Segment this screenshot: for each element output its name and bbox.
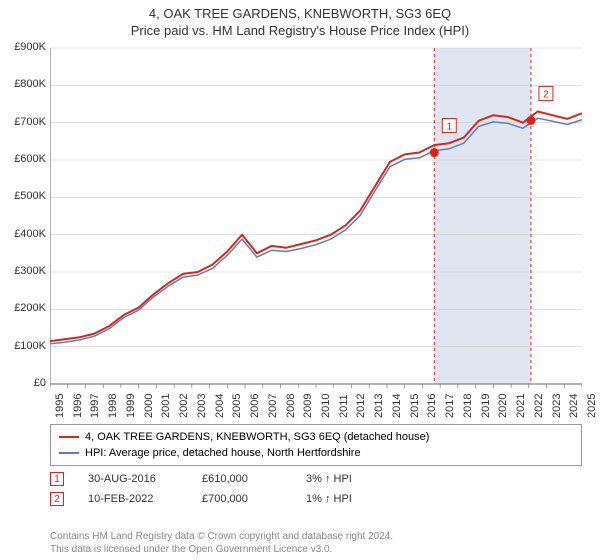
y-axis-label: £200K: [8, 302, 46, 314]
x-axis-label: 1999: [125, 394, 137, 418]
x-axis-label: 2004: [214, 394, 226, 418]
y-axis-label: £600K: [8, 153, 46, 165]
x-axis-label: 2019: [480, 394, 492, 418]
y-axis-label: £0: [8, 377, 46, 389]
x-axis-label: 2012: [355, 394, 367, 418]
x-axis-label: 1995: [54, 394, 66, 418]
x-axis-label: 2003: [196, 394, 208, 418]
sale-date-2: 10-FEB-2022: [88, 493, 178, 505]
x-axis-label: 2023: [551, 394, 563, 418]
x-axis-label: 2001: [160, 394, 172, 418]
sale-price-2: £700,000: [202, 493, 282, 505]
x-axis-label: 2009: [302, 394, 314, 418]
legend-row-1: 4, OAK TREE GARDENS, KNEBWORTH, SG3 6EQ …: [59, 429, 573, 445]
x-axis-label: 2025: [586, 394, 598, 418]
x-axis-label: 2020: [497, 394, 509, 418]
x-axis-label: 2018: [462, 394, 474, 418]
y-axis-label: £800K: [8, 78, 46, 90]
x-axis-label: 2011: [338, 394, 350, 418]
svg-text:1: 1: [447, 122, 453, 133]
sale-delta-1: 3% ↑ HPI: [306, 473, 352, 485]
sale-row-1: 1 30-AUG-2016 £610,000 3% ↑ HPI: [50, 472, 582, 486]
legend-row-2: HPI: Average price, detached house, Nort…: [59, 445, 573, 461]
y-axis-label: £500K: [8, 190, 46, 202]
sale-price-1: £610,000: [202, 473, 282, 485]
x-axis-label: 2008: [285, 394, 297, 418]
credits-line1: Contains HM Land Registry data © Crown c…: [50, 530, 393, 543]
chart-title-line1: 4, OAK TREE GARDENS, KNEBWORTH, SG3 6EQ: [0, 0, 600, 21]
legend-label-2: HPI: Average price, detached house, Nort…: [85, 445, 361, 461]
x-axis-label: 2022: [533, 394, 545, 418]
svg-text:2: 2: [543, 89, 549, 100]
x-axis-label: 2010: [320, 394, 332, 418]
x-axis-label: 2007: [267, 394, 279, 418]
y-axis-label: £300K: [8, 265, 46, 277]
x-axis-label: 1997: [89, 394, 101, 418]
credits: Contains HM Land Registry data © Crown c…: [50, 530, 393, 556]
chart-area: 12: [50, 44, 582, 414]
y-axis-label: £100K: [8, 340, 46, 352]
x-axis-label: 2013: [373, 394, 385, 418]
x-axis-label: 2015: [409, 394, 421, 418]
legend-swatch-1: [59, 436, 79, 438]
sale-delta-2: 1% ↑ HPI: [306, 493, 352, 505]
y-axis-label: £700K: [8, 116, 46, 128]
x-axis-label: 2017: [444, 394, 456, 418]
x-axis-label: 1996: [72, 394, 84, 418]
x-axis-label: 2005: [231, 394, 243, 418]
x-axis-label: 2021: [515, 394, 527, 418]
sale-marker-1: 1: [50, 472, 64, 486]
sales-list: 1 30-AUG-2016 £610,000 3% ↑ HPI 2 10-FEB…: [50, 466, 582, 506]
x-axis-label: 2006: [249, 394, 261, 418]
legend-swatch-2: [59, 452, 79, 454]
x-axis-label: 1998: [107, 394, 119, 418]
sale-date-1: 30-AUG-2016: [88, 473, 178, 485]
x-axis-label: 2000: [143, 394, 155, 418]
chart-title-line2: Price paid vs. HM Land Registry's House …: [0, 21, 600, 38]
x-axis-label: 2014: [391, 394, 403, 418]
credits-line2: This data is licensed under the Open Gov…: [50, 543, 393, 556]
y-axis-label: £400K: [8, 228, 46, 240]
legend-box: 4, OAK TREE GARDENS, KNEBWORTH, SG3 6EQ …: [50, 424, 582, 466]
sale-marker-2: 2: [50, 492, 64, 506]
line-chart-svg: 12: [50, 44, 582, 388]
sale-row-2: 2 10-FEB-2022 £700,000 1% ↑ HPI: [50, 492, 582, 506]
x-axis-label: 2016: [426, 394, 438, 418]
x-axis-label: 2024: [568, 394, 580, 418]
y-axis-label: £900K: [8, 41, 46, 53]
legend-label-1: 4, OAK TREE GARDENS, KNEBWORTH, SG3 6EQ …: [85, 429, 429, 445]
x-axis-label: 2002: [178, 394, 190, 418]
